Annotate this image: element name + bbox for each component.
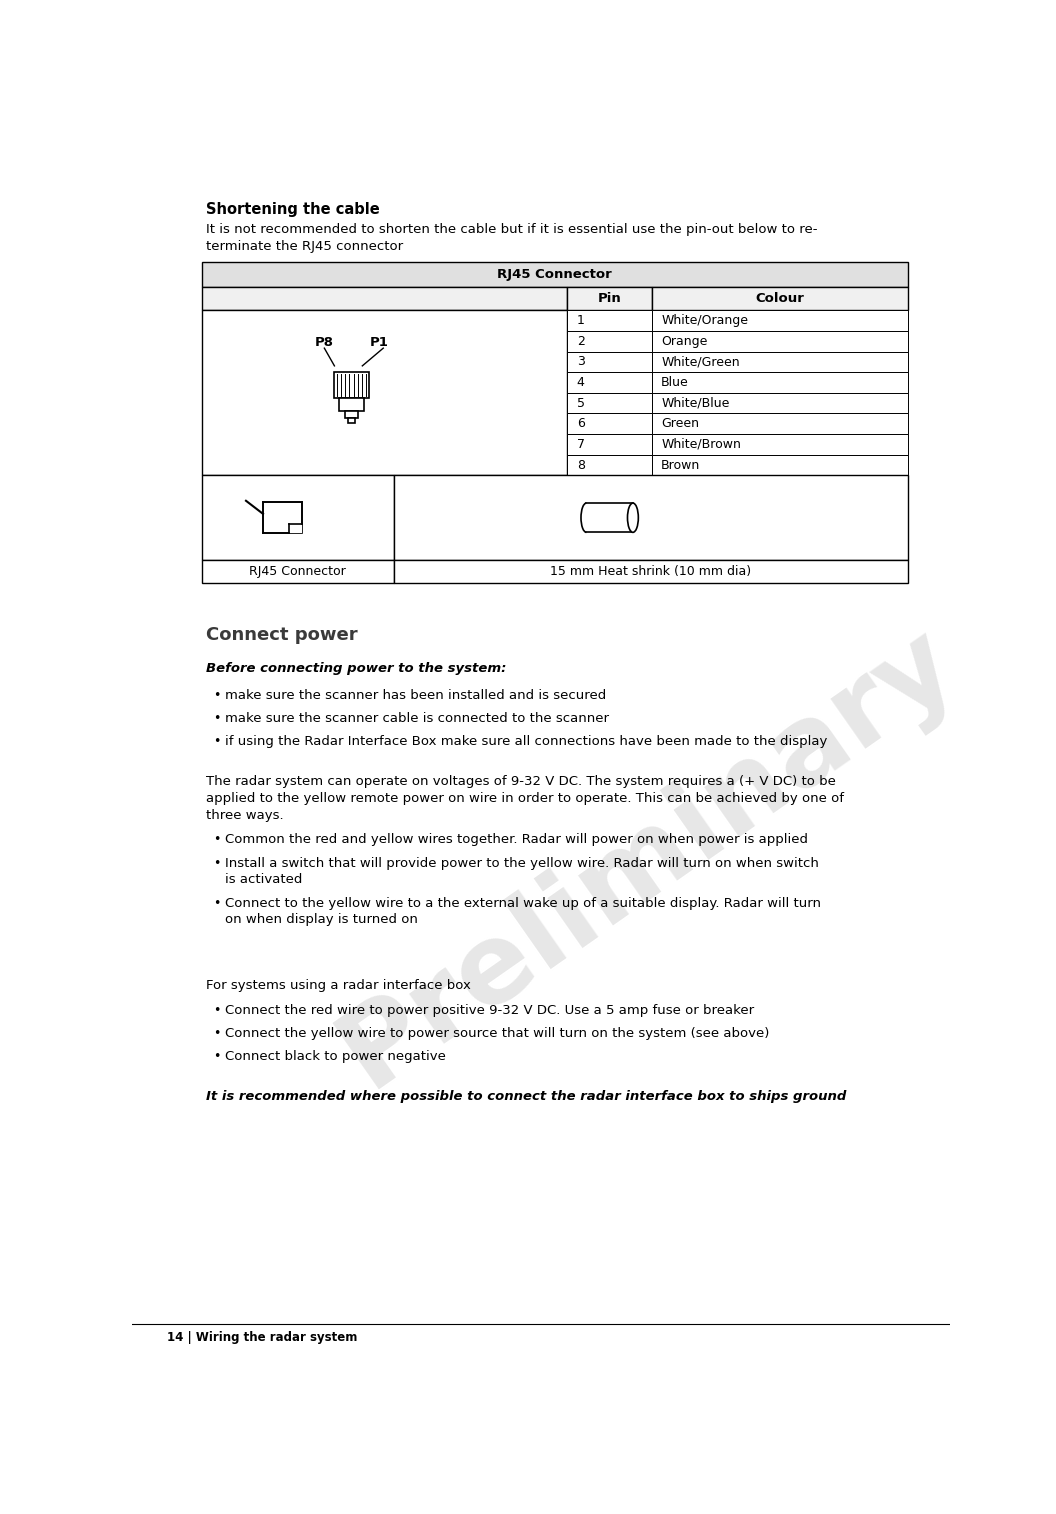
Text: Common the red and yellow wires together. Radar will power on when power is appl: Common the red and yellow wires together… [225,833,808,846]
Text: RJ45 Connector: RJ45 Connector [249,565,346,578]
Bar [335,372,369,398]
Text: 7: 7 [577,438,585,451]
Bar [339,398,363,410]
Text: 14 | Wiring the radar system: 14 | Wiring the radar system [167,1331,357,1343]
Text: Orange: Orange [661,335,708,348]
Text: Pin: Pin [598,292,622,306]
Text: make sure the scanner cable is connected to the scanner: make sure the scanner cable is connected… [225,712,609,725]
Text: P1: P1 [370,336,389,350]
Bar [202,288,567,310]
Text: 6: 6 [577,418,585,430]
Bar [567,310,652,332]
Text: Blue: Blue [661,375,689,389]
Text: 5: 5 [577,397,585,410]
Text: White/Green: White/Green [661,356,740,368]
Bar [652,310,908,332]
Bar [652,435,908,454]
Text: Preliminary: Preliminary [320,606,975,1110]
Bar [652,454,908,475]
Text: •: • [213,833,221,846]
Text: •: • [213,1026,221,1040]
Text: Connect black to power negative: Connect black to power negative [225,1049,446,1063]
Text: Shortening the cable: Shortening the cable [206,201,379,217]
Bar [394,560,908,583]
Bar [652,351,908,372]
Text: terminate the RJ45 connector: terminate the RJ45 connector [206,241,402,253]
Bar [567,332,652,351]
Text: White/Orange: White/Orange [661,313,748,327]
Text: Install a switch that will provide power to the yellow wire. Radar will turn on : Install a switch that will provide power… [225,857,818,869]
Text: 15 mm Heat shrink (10 mm dia): 15 mm Heat shrink (10 mm dia) [550,565,752,578]
Text: 2: 2 [577,335,585,348]
Bar [567,454,652,475]
Text: applied to the yellow remote power on wire in order to operate. This can be achi: applied to the yellow remote power on wi… [206,792,844,805]
Bar [652,288,908,310]
Bar [567,392,652,413]
Bar [263,503,302,533]
Bar [652,372,908,392]
Text: on when display is turned on: on when display is turned on [225,913,418,927]
Text: if using the Radar Interface Box make sure all connections have been made to the: if using the Radar Interface Box make su… [225,734,827,748]
Text: Connect the red wire to power positive 9-32 V DC. Use a 5 amp fuse or breaker: Connect the red wire to power positive 9… [225,1004,754,1016]
Bar [394,475,908,560]
Text: •: • [213,1049,221,1063]
Text: It is recommended where possible to connect the radar interface box to ships gro: It is recommended where possible to conn… [206,1090,846,1102]
Bar [652,413,908,435]
Bar [567,351,652,372]
Text: Green: Green [661,418,699,430]
Text: is activated: is activated [225,874,302,887]
Text: Colour: Colour [755,292,805,306]
Bar [567,288,652,310]
Bar [202,310,567,475]
Text: •: • [213,734,221,748]
Bar [652,392,908,413]
Text: make sure the scanner has been installed and is secured: make sure the scanner has been installed… [225,689,606,701]
Text: •: • [213,689,221,701]
Text: 1: 1 [577,313,585,327]
Text: Brown: Brown [661,459,700,471]
Bar [202,262,908,288]
Ellipse shape [627,503,638,533]
Bar [652,332,908,351]
Text: •: • [213,712,221,725]
Text: 4: 4 [577,375,585,389]
Text: The radar system can operate on voltages of 9-32 V DC. The system requires a (+ : The radar system can operate on voltages… [206,775,835,787]
Text: Connect the yellow wire to power source that will turn on the system (see above): Connect the yellow wire to power source … [225,1026,770,1040]
Bar [567,435,652,454]
Text: three ways.: three ways. [206,808,283,822]
Bar [289,524,302,533]
Bar [567,413,652,435]
Text: P8: P8 [315,336,334,350]
Text: For systems using a radar interface box: For systems using a radar interface box [206,980,471,992]
Text: White/Blue: White/Blue [661,397,730,410]
Bar [202,475,394,560]
Text: RJ45 Connector: RJ45 Connector [497,268,612,282]
Text: Before connecting power to the system:: Before connecting power to the system: [206,663,506,675]
Text: 8: 8 [577,459,585,471]
Text: Connect to the yellow wire to a the external wake up of a suitable display. Rada: Connect to the yellow wire to a the exte… [225,896,821,910]
Text: •: • [213,857,221,869]
Text: White/Brown: White/Brown [661,438,741,451]
Text: •: • [213,1004,221,1016]
Bar [348,418,355,422]
Bar [345,410,358,418]
Text: 3: 3 [577,356,585,368]
Bar [202,560,394,583]
Text: Connect power: Connect power [206,625,357,643]
Bar [567,372,652,392]
Text: It is not recommended to shorten the cable but if it is essential use the pin-ou: It is not recommended to shorten the cab… [206,223,817,236]
Text: •: • [213,896,221,910]
